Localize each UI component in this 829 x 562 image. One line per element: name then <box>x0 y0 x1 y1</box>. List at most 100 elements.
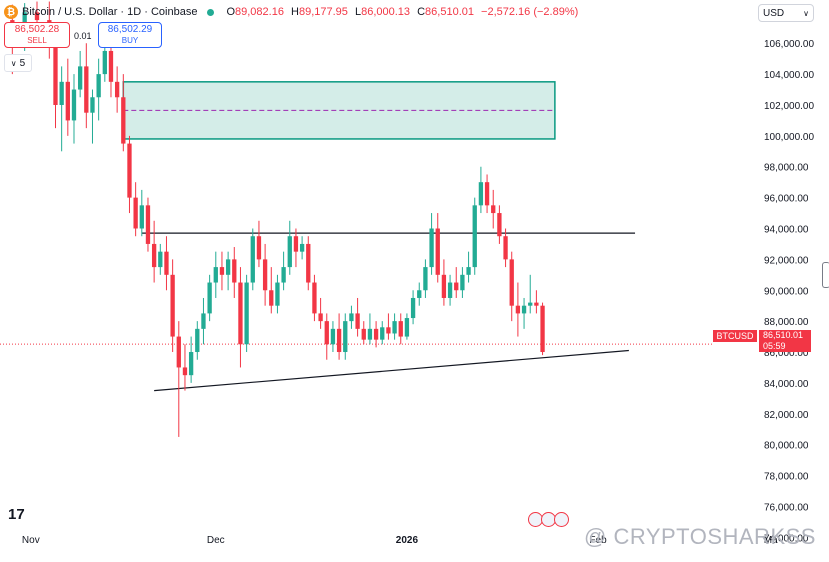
close-value: 86,510.01 <box>425 6 474 18</box>
y-tick-label: 94,000.00 <box>764 224 809 235</box>
low-key: L <box>354 6 362 18</box>
ohlc-values: O89,082.16 H89,177.95 L86,000.13 C86,510… <box>222 6 578 18</box>
symbol-header: ₿ Bitcoin / U.S. Dollar · 1D · Coinbase … <box>4 4 578 20</box>
candle-body <box>380 327 385 340</box>
y-tick-label: 96,000.00 <box>764 194 809 205</box>
candle-body <box>503 236 508 260</box>
y-tick-label: 74,000.00 <box>764 533 809 544</box>
candle-body <box>373 328 379 340</box>
close-key: C <box>417 6 426 18</box>
x-tick-label: Nov <box>22 535 40 546</box>
candle-body <box>102 50 107 75</box>
candle-body <box>170 274 175 337</box>
candle-body <box>71 89 77 121</box>
candle-body <box>188 352 194 376</box>
candle-body <box>287 236 292 268</box>
candle-body <box>349 313 354 322</box>
low-value: 86,000.13 <box>361 6 411 18</box>
tradingview-logo[interactable]: 17 <box>8 506 25 523</box>
candle-body <box>361 328 366 340</box>
candle-body <box>515 305 521 314</box>
candle-body <box>145 205 151 244</box>
open-value: 89,082.16 <box>235 6 284 18</box>
x-tick-label: Ma <box>764 535 778 546</box>
y-tick-label: 86,000.00 <box>764 348 809 359</box>
last-price-value: 86,510.01 <box>763 330 804 340</box>
candle-body <box>213 267 218 283</box>
x-tick-label: 2026 <box>396 535 419 546</box>
candle-body <box>478 182 484 206</box>
sell-button[interactable]: 86,502.28 SELL <box>4 22 70 48</box>
y-tick-label: 104,000.00 <box>764 70 814 81</box>
candle-body <box>127 143 132 198</box>
candle-body <box>429 228 434 268</box>
candle-body <box>336 328 342 353</box>
spread-value: 0.01 <box>74 31 92 41</box>
candle-body <box>244 282 249 345</box>
candle-body <box>466 267 471 275</box>
candle-body <box>293 236 299 252</box>
candle-body <box>269 290 274 306</box>
candle-body <box>133 197 138 229</box>
candle-body <box>195 328 200 353</box>
candle-body <box>386 327 391 334</box>
indicators-count: 5 <box>19 57 26 69</box>
candle-body <box>398 321 403 337</box>
market-status-icon <box>207 8 215 16</box>
us-event-flag-icon[interactable] <box>554 512 569 527</box>
candle-body <box>219 267 225 275</box>
buy-label: BUY <box>121 36 139 45</box>
candle-body <box>534 302 539 306</box>
sell-price: 86,502.28 <box>14 24 60 35</box>
y-tick-label: 82,000.00 <box>764 410 809 421</box>
y-tick-label: 106,000.00 <box>764 39 814 50</box>
buy-button[interactable]: 86,502.29 BUY <box>98 22 162 48</box>
candle-body <box>441 274 447 298</box>
candle-body <box>299 243 305 252</box>
candle-body <box>238 282 243 345</box>
candle-body <box>182 367 188 376</box>
ascending-trendline <box>154 349 629 392</box>
drawings-layer <box>0 81 712 392</box>
candle-body <box>521 305 527 314</box>
candle-body <box>77 66 83 90</box>
y-tick-label: 88,000.00 <box>764 317 809 328</box>
candle-body <box>367 328 373 340</box>
candle-body <box>330 328 336 345</box>
y-tick-label: 76,000.00 <box>764 502 809 513</box>
candle-body <box>454 282 459 291</box>
candle-body <box>262 259 268 291</box>
open-key: O <box>226 6 236 18</box>
candle-body <box>121 97 126 144</box>
candle-body <box>158 251 163 268</box>
candle-body <box>318 313 323 322</box>
candle-body <box>484 182 490 206</box>
indicators-toggle[interactable]: ∨ 5 <box>4 54 32 72</box>
candle-body <box>392 321 397 334</box>
currency-select[interactable]: USD ∨ <box>758 4 814 22</box>
candle-body <box>306 243 311 283</box>
symbol-title[interactable]: Bitcoin / U.S. Dollar · 1D · Coinbase <box>22 6 198 18</box>
candle-body <box>256 236 262 260</box>
candle-body <box>59 81 64 105</box>
events-icons[interactable] <box>528 512 569 527</box>
candle-body <box>207 282 212 314</box>
candle-body <box>509 259 514 306</box>
candles-layer <box>10 1 545 437</box>
price-scale-handle[interactable] <box>822 262 829 288</box>
candle-body <box>139 205 144 229</box>
candle-body <box>225 259 231 275</box>
symbol-price-tag: BTCUSD <box>713 330 757 342</box>
buy-price: 86,502.29 <box>107 24 153 35</box>
candle-body <box>312 282 317 314</box>
candle-body <box>281 267 286 283</box>
resistance-zone <box>122 81 556 140</box>
candle-body <box>528 302 533 306</box>
candle-body <box>460 274 465 291</box>
currency-value: USD <box>763 7 785 19</box>
y-tick-label: 84,000.00 <box>764 379 809 390</box>
price-axis: 74,000.00 76,000.00 78,000.00 80,000.00 82,0… <box>764 39 814 544</box>
candle-body <box>435 228 440 275</box>
